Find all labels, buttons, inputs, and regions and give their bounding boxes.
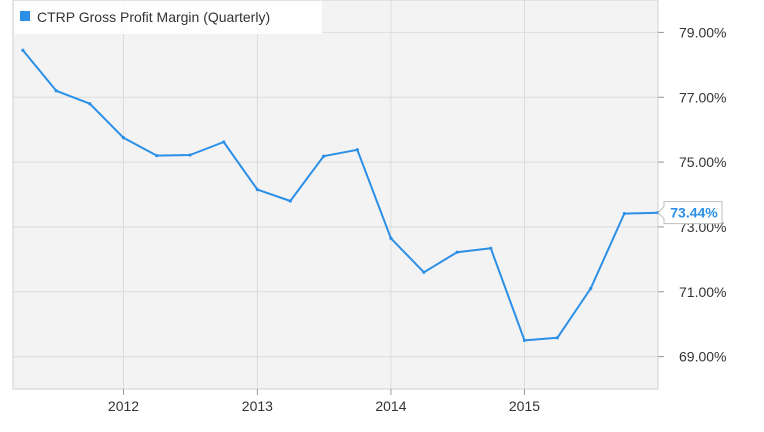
y-tick-label: 75.00% [679, 154, 726, 170]
legend-background [14, 1, 322, 34]
data-point [188, 153, 192, 157]
legend-label: CTRP Gross Profit Margin (Quarterly) [37, 9, 270, 25]
last-value-callout: 73.44% [657, 201, 723, 225]
data-point [322, 154, 326, 158]
y-tick-label: 79.00% [679, 24, 726, 40]
data-point [121, 136, 126, 140]
y-tick-label: 71.00% [679, 284, 726, 300]
x-tick-label: 2013 [242, 398, 273, 414]
legend-swatch-icon [20, 11, 30, 21]
data-point [88, 102, 92, 106]
data-point [288, 199, 292, 203]
legend: CTRP Gross Profit Margin (Quarterly) [14, 1, 322, 34]
y-axis-ticks: 69.00%71.00%73.00%75.00%77.00%79.00% [658, 24, 726, 365]
plot-background [13, 0, 658, 389]
data-point [21, 48, 25, 52]
x-tick-label: 2014 [375, 398, 406, 414]
x-tick-label: 2012 [108, 398, 139, 414]
y-tick-label: 69.00% [679, 349, 726, 365]
series-line [21, 49, 659, 342]
data-point [54, 89, 58, 93]
plot-border [12, 0, 659, 390]
callout-value-label: 73.44% [670, 205, 718, 221]
data-point [222, 140, 226, 144]
data-point [489, 246, 493, 250]
data-point [422, 270, 426, 274]
data-point [555, 336, 559, 340]
data-point [255, 188, 259, 192]
data-point [589, 286, 593, 291]
y-tick-label: 77.00% [679, 89, 726, 105]
data-point [389, 236, 393, 240]
x-axis-ticks: 2012 2013 2014 2015 [108, 389, 540, 414]
data-point [355, 148, 359, 152]
data-point [522, 338, 527, 342]
data-point [155, 154, 159, 158]
data-point [455, 250, 459, 254]
callout-box [657, 201, 723, 225]
data-point [622, 212, 626, 216]
vertical-gridlines [122, 0, 525, 389]
x-tick-label: 2015 [509, 398, 540, 414]
